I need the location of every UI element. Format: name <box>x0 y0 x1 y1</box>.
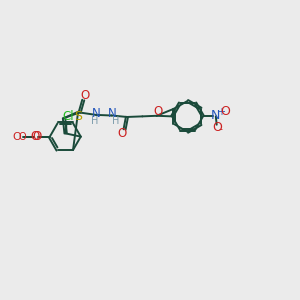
Text: N: N <box>107 107 116 121</box>
Text: N: N <box>211 109 220 122</box>
Text: O: O <box>212 121 222 134</box>
Text: -: - <box>219 124 223 134</box>
Text: +: + <box>217 106 225 117</box>
Text: O: O <box>220 105 230 118</box>
Text: Cl: Cl <box>63 110 74 123</box>
Text: O: O <box>31 130 40 143</box>
Text: O: O <box>117 127 126 140</box>
Text: O: O <box>18 132 26 142</box>
Text: H: H <box>91 116 98 126</box>
Text: S: S <box>74 110 82 123</box>
Text: O: O <box>153 104 163 118</box>
Text: O: O <box>12 132 21 142</box>
Text: O: O <box>80 89 90 102</box>
Text: N: N <box>92 107 101 120</box>
Text: O: O <box>32 130 41 143</box>
Text: H: H <box>112 116 119 126</box>
